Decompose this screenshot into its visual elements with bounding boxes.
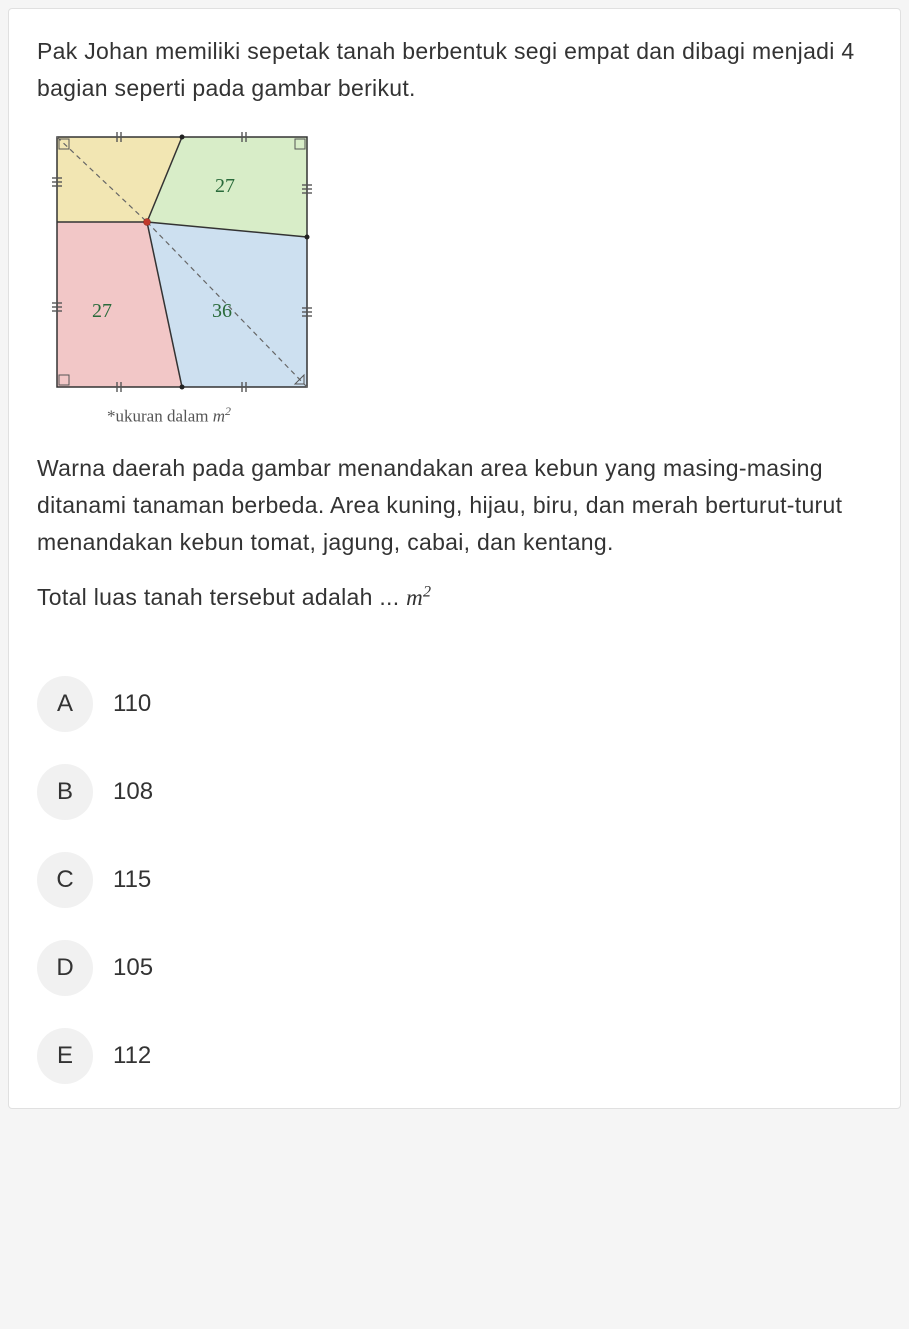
svg-text:36: 36 [212,300,232,322]
option-text: 108 [113,778,153,806]
caption-unit-exp: 2 [225,404,231,418]
option-letter: B [37,764,93,820]
question-intro: Pak Johan memiliki sepetak tanah berbent… [37,33,872,107]
option-text: 115 [113,866,151,894]
question-middle: Warna daerah pada gambar menandakan area… [37,450,872,560]
option-c[interactable]: C 115 [37,852,872,908]
final-prefix: Total luas tanah tersebut adalah ... [37,584,406,610]
diagram-container: 27 27 36 *ukuran dalam m2 [37,127,872,427]
option-text: 110 [113,690,151,718]
final-unit-exp: 2 [423,583,431,600]
land-diagram: 27 27 36 [37,127,377,397]
option-letter: C [37,852,93,908]
option-letter: D [37,940,93,996]
option-text: 105 [113,954,153,982]
svg-text:27: 27 [215,175,235,197]
option-letter: E [37,1028,93,1084]
option-a[interactable]: A 110 [37,676,872,732]
option-text: 112 [113,1042,151,1070]
option-letter: A [37,676,93,732]
caption-prefix: *ukuran dalam [107,406,213,425]
options-list: A 110 B 108 C 115 D 105 E 112 [37,676,872,1084]
final-unit-base: m [406,585,423,610]
diagram-caption: *ukuran dalam m2 [107,404,872,427]
option-d[interactable]: D 105 [37,940,872,996]
question-final: Total luas tanah tersebut adalah ... m2 [37,579,872,617]
question-card: Pak Johan memiliki sepetak tanah berbent… [8,8,901,1109]
caption-unit-base: m [213,406,225,425]
option-b[interactable]: B 108 [37,764,872,820]
option-e[interactable]: E 112 [37,1028,872,1084]
svg-text:27: 27 [92,300,112,322]
